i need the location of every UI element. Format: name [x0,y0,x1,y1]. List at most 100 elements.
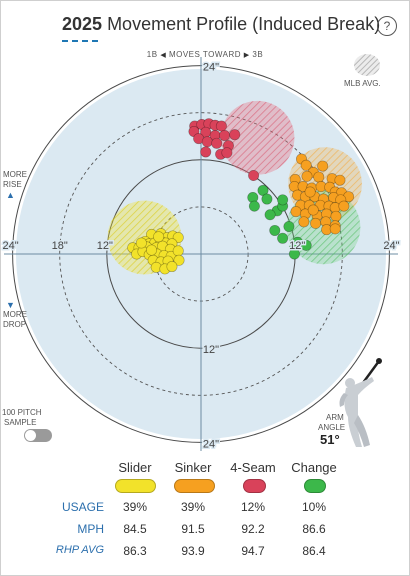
change-point [248,200,260,212]
rhp-avg-sinker: 93.9 [181,544,205,558]
arrow-up-icon: ▲ [6,190,15,200]
title-text: Movement Profile (Induced Break) [107,14,381,34]
arm-angle-line2: ANGLE [318,423,346,432]
slider-point [172,245,184,257]
sinker-point [313,171,325,183]
slider-point [153,231,165,243]
sinker-point [307,204,319,216]
fourseam-point [221,147,233,159]
change-point [261,193,273,205]
mph-slider: 84.5 [123,522,147,536]
sinker-point [300,159,312,171]
direction-middle-label: MOVES TOWARD [168,50,242,59]
axis-label-right-12: 12" [289,240,305,252]
fourseam-point [219,129,231,141]
pitch-points [127,118,355,275]
slider-point [173,254,185,266]
change-point [264,209,276,221]
axis-label-left-18: 18" [52,240,68,252]
sample-toggle[interactable] [24,429,52,442]
pitch-name-change: Change [291,460,337,475]
sinker-point [290,206,302,218]
sinker-point [334,174,346,186]
fourseam-point [200,146,212,158]
more-drop-label: ▼ MORE DROP [3,300,27,330]
axis-label-left-12: 12" [97,240,113,252]
arrow-left-icon: ◀ [160,52,167,59]
change-point [283,221,295,233]
row-label-rhp-avg: RHP AVG [55,544,104,556]
page-title: 2025 Movement Profile (Induced Break) [62,14,380,35]
direction-1b-label: 1B [146,50,158,59]
fourseam-point [248,170,260,182]
fourseam-point [229,129,241,141]
pill-sinker[interactable] [174,479,215,493]
axis-label-right-24: 24" [383,240,399,252]
slider-point [135,237,147,249]
mlb-average-label: MLB AVG. [344,79,381,88]
arrow-down-icon: ▼ [6,300,15,310]
change-point [288,248,300,260]
sinker-point [330,210,342,222]
row-label-mph: MPH [77,522,104,536]
plot-background-group [4,57,398,451]
usage-change: 10% [301,500,327,514]
rhp-avg-fourseam: 94.7 [241,544,265,558]
help-icon[interactable]: ? [377,16,397,36]
arm-angle-line1: ARM [326,413,344,422]
pitch-name-sinker: Sinker [174,460,212,475]
arrow-right-icon: ▶ [243,52,250,59]
mlb-avg-fourseam [220,100,295,175]
slider-point [166,261,178,273]
row-label-usage: USAGE [61,500,104,514]
sample-line2: SAMPLE [4,418,37,427]
sinker-point [338,200,350,212]
axis-label-top-24: 24" [203,62,219,74]
sinker-point [301,170,313,182]
mph-change: 86.6 [302,522,326,536]
pitch-name-fourseam: 4-Seam [230,460,276,475]
sinker-point [317,160,329,172]
movement-plot: 24" 12" 24" 24" 18" 12" 12" 24" [1,57,401,452]
sinker-point [329,223,341,235]
more-drop-line2: DROP [3,320,27,329]
sample-line1: 100 PITCH [2,408,42,417]
pitch-summary-table: Slider Sinker 4-Seam Change USAGE MPH RH… [0,455,410,575]
rhp-avg-slider: 86.3 [123,544,147,558]
pill-fourseam[interactable] [243,479,266,493]
title-underline [62,40,98,42]
mph-sinker: 91.5 [181,522,205,536]
rhp-avg-change: 86.4 [302,544,326,558]
sample-label: 100 PITCH SAMPLE [2,408,42,428]
pill-change[interactable] [304,479,326,493]
arm-angle-label: ARM ANGLE [318,413,345,433]
sinker-point [304,186,316,198]
more-rise-line2: RISE [3,180,22,189]
slider-point [172,232,184,244]
direction-indicator: 1B ◀ MOVES TOWARD ▶ 3B [130,50,280,59]
usage-fourseam: 12% [240,500,266,514]
axis-label-bottom-12: 12" [203,344,219,356]
fourseam-point [211,137,223,149]
more-drop-line1: MORE [3,310,27,319]
more-rise-line1: MORE [3,170,27,179]
usage-sinker: 39% [180,500,206,514]
pitch-name-slider: Slider [118,460,152,475]
direction-3b-label: 3B [252,50,264,59]
change-point [300,239,312,251]
axis-labels: 24" 12" 24" 24" 18" 12" 12" 24" [1,60,401,452]
mph-fourseam: 92.2 [241,522,265,536]
arm-angle-value: 51° [320,432,340,447]
change-point [277,232,289,244]
change-point [269,224,281,236]
title-year: 2025 [62,14,103,34]
more-rise-label: MORE RISE ▲ [3,170,27,200]
pill-slider[interactable] [115,479,156,493]
sinker-point [298,216,310,228]
change-point [277,194,289,206]
axis-label-left-24: 24" [3,240,19,252]
fourseam-point [215,120,227,132]
axis-label-bottom-24: 24" [203,438,219,450]
usage-slider: 39% [122,500,148,514]
pitcher-figure-icon [339,358,382,447]
